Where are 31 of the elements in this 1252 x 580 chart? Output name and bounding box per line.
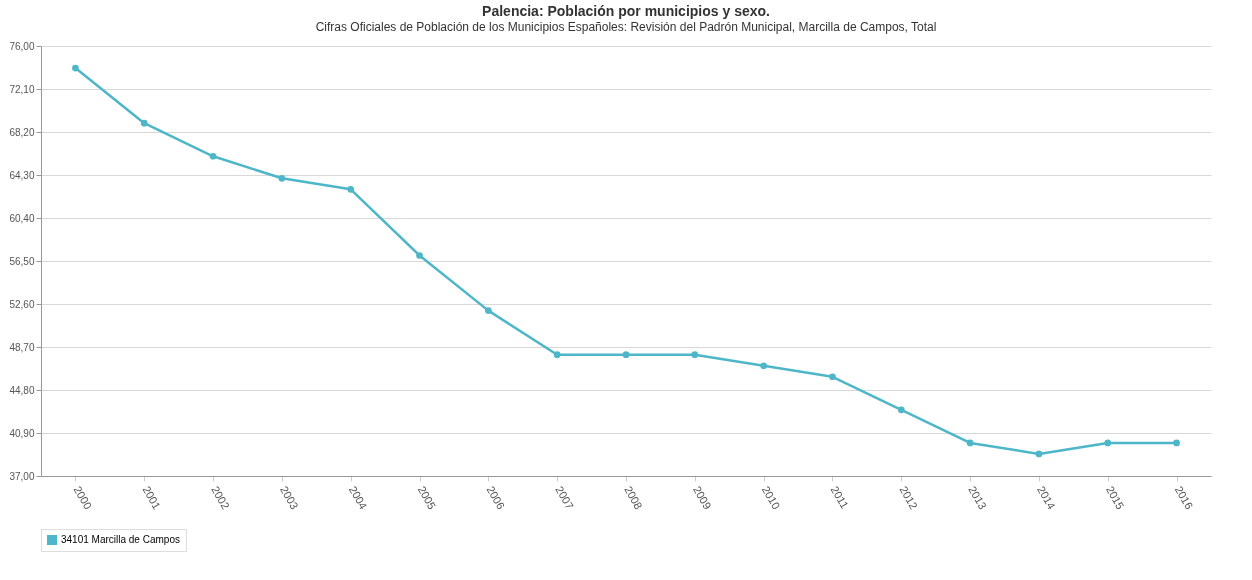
chart-title: Palencia: Población por municipios y sexo. [482,3,770,19]
legend-label: 34101 Marcilla de Campos [61,534,180,545]
point [1104,439,1112,447]
point [209,152,217,160]
y-tick-label: 44,80 [9,384,35,396]
point [760,362,767,370]
chart-subtitle: Cifras Oficiales de Población de los Municipios Españoles: Revisión del Padrón Municipal, Marcilla de Campos, Total [315,20,937,34]
point [829,373,836,381]
y-tick-label: 68,20 [9,126,35,138]
point [1173,439,1180,447]
y-tick-label: 56,50 [9,255,35,267]
y-tick-label: 72,10 [9,83,35,95]
point [622,351,630,359]
point [1035,450,1043,458]
y-tick-label: 76,00 [9,40,35,52]
point [966,439,974,447]
point [278,174,286,182]
point [553,351,561,359]
y-tick-label: 40,90 [9,427,35,439]
y-tick-label: 64,30 [9,169,35,181]
point [416,252,423,259]
y-tick-label: 48,70 [9,341,35,353]
point [72,64,79,72]
point [347,185,355,193]
point [897,406,905,414]
y-tick-label: 52,60 [9,298,35,310]
y-tick-label: 37,00 [9,470,35,482]
point [691,351,699,359]
y-tick-label: 60,40 [9,212,35,224]
point [485,307,492,314]
point [140,119,148,127]
